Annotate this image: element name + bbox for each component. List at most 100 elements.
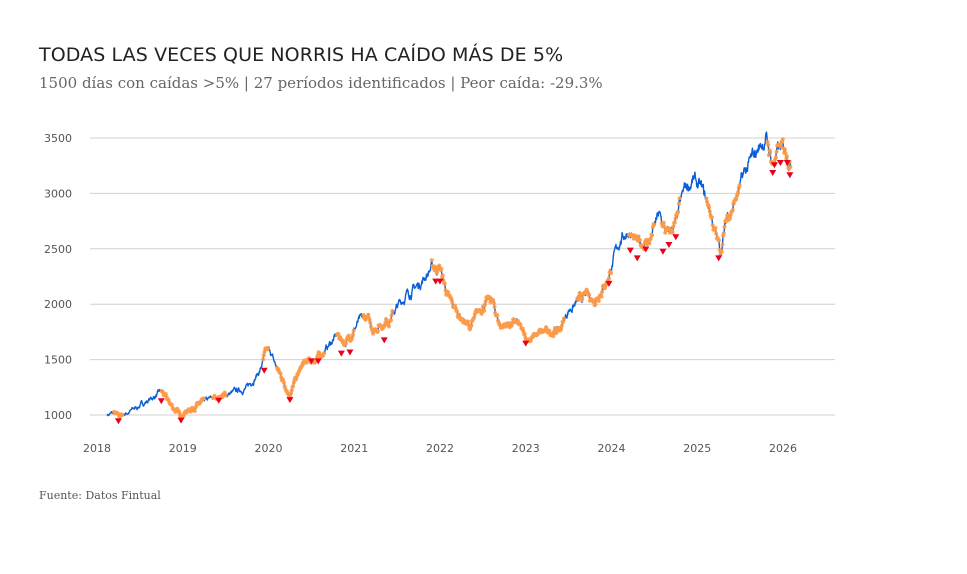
trough-marker (769, 170, 777, 177)
drawdown-point (559, 324, 564, 328)
drawdown-point (495, 313, 500, 318)
drawdown-point (442, 281, 447, 286)
drawdown-point (455, 309, 459, 314)
y-tick-label: 1500 (44, 354, 72, 367)
trough-marker (114, 418, 122, 425)
drawdown-point (672, 220, 677, 225)
drawdown-point (707, 205, 712, 210)
y-tick-label: 3000 (44, 187, 72, 200)
drawdown-point (783, 151, 788, 156)
drawdown-point (262, 349, 267, 354)
drawdown-point (773, 155, 778, 160)
trough-marker (776, 160, 784, 167)
drawdown-point (223, 393, 228, 398)
drawdown-point (652, 222, 657, 227)
drawdown-point (784, 154, 789, 159)
trough-marker (286, 397, 294, 404)
chart-subtitle: 1500 días con caídas >5% | 27 períodos i… (39, 74, 603, 92)
y-tick-label: 3500 (44, 132, 72, 145)
drawdown-point (661, 220, 666, 225)
drawdown-point (650, 233, 655, 238)
drawdown-point (765, 140, 770, 144)
trough-marker (522, 340, 530, 347)
drawdown-point (676, 201, 681, 206)
drawdown-point (120, 412, 125, 417)
trough-marker (715, 255, 723, 262)
drawdown-point (714, 231, 719, 236)
drawdown-point (389, 318, 393, 323)
drawdown-point (384, 317, 389, 321)
drawdown-point (580, 296, 585, 301)
drawdown-point (788, 165, 793, 169)
drawdown-point (551, 334, 556, 339)
drawdown-point (728, 213, 733, 217)
x-tick-label: 2022 (426, 442, 454, 455)
trough-marker (783, 160, 791, 167)
drawdown-point (491, 301, 496, 306)
drawdown-point (637, 238, 642, 242)
drawdown-point (670, 230, 675, 235)
drawdown-point (291, 380, 296, 385)
trough-marker (337, 350, 345, 357)
drawdown-point (341, 339, 346, 344)
drawdown-point (289, 388, 294, 393)
drawdown-point (429, 258, 434, 263)
drawdown-point (704, 196, 709, 201)
drawdown-point (587, 293, 592, 297)
drawdown-point (366, 312, 371, 317)
drawdown-point (609, 271, 613, 276)
price-line (106, 131, 792, 419)
drawdown-point (559, 327, 564, 332)
trough-marker (770, 162, 778, 169)
y-tick-label: 2500 (44, 243, 72, 256)
drawdown-point (344, 341, 348, 346)
trough-marker (260, 367, 268, 374)
drawdown-point (766, 153, 771, 158)
trough-marker (307, 358, 315, 365)
drawdown-point (676, 210, 681, 214)
trough-marker (633, 255, 641, 262)
drawdown-point (439, 266, 444, 271)
drawdown-point (482, 308, 487, 313)
drawdown-point (648, 236, 653, 241)
x-tick-label: 2023 (512, 442, 540, 455)
drawdown-point (266, 346, 271, 350)
trough-marker (659, 248, 667, 255)
drawdown-point (677, 196, 682, 201)
drawdown-point (647, 241, 652, 246)
drawdown-point (291, 384, 296, 389)
drawdown-point (730, 208, 735, 213)
trough-marker (626, 247, 634, 254)
drawdown-point (721, 231, 726, 236)
drawdown-point (177, 411, 182, 415)
drawdown-point (782, 147, 787, 152)
trough-marker (346, 349, 354, 356)
drawdown-point (368, 320, 373, 325)
drawdown-point (713, 226, 718, 230)
drawdown-point (673, 216, 678, 221)
drawdown-point (722, 224, 727, 229)
drawdown-point (768, 149, 773, 154)
drawdown-point (717, 238, 721, 243)
drawdown-point (576, 298, 581, 303)
drawdown-point (261, 357, 266, 362)
drawdown-point (607, 276, 611, 281)
trough-marker (157, 398, 165, 405)
drawdown-point (547, 328, 552, 333)
trough-marker (177, 417, 185, 424)
drawdown-point (281, 380, 286, 385)
y-tick-label: 1000 (44, 409, 72, 422)
drawdown-point (375, 329, 380, 333)
drawdown-point (554, 331, 559, 336)
drawdown-point (367, 317, 372, 322)
x-tick-label: 2021 (340, 442, 368, 455)
drawdown-point (351, 328, 356, 333)
drawdown-point (671, 224, 676, 229)
trough-marker (380, 337, 388, 344)
drawdown-point (278, 371, 283, 376)
x-tick-label: 2020 (255, 442, 283, 455)
drawdown-point (351, 332, 355, 337)
drawdown-point (719, 249, 724, 254)
drawdown-point (734, 197, 739, 201)
drawdown-point (192, 409, 197, 413)
